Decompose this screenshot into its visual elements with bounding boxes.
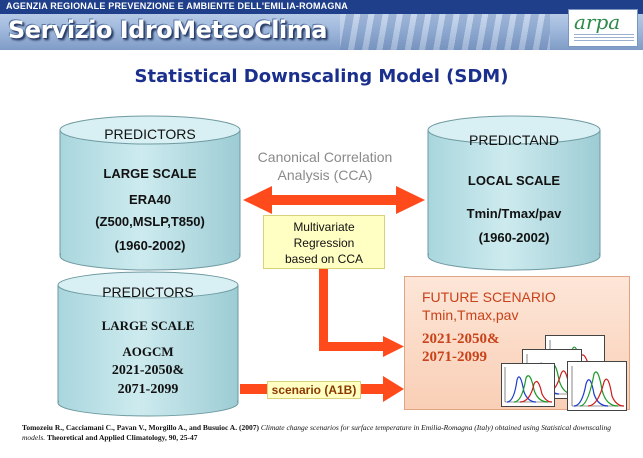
arpa-logo-text: arpa: [574, 10, 621, 34]
predictand-header: PREDICTAND: [469, 132, 559, 148]
banner-decoration: [340, 14, 550, 50]
arpa-logo-subtext: [574, 34, 634, 43]
cca-double-arrow: [243, 186, 425, 214]
mini-chart-3: [567, 361, 627, 411]
predictors-bottom-dataset: AOGCM: [122, 344, 174, 359]
regression-line1: Multivariate: [293, 220, 355, 234]
arpa-logo: arpa: [568, 9, 638, 47]
scenario-label: scenario (A1B): [267, 381, 361, 399]
predictors-bottom-period1: 2021-2050&: [111, 363, 185, 378]
mini-chart-4: [501, 363, 555, 407]
agency-name: AGENZIA REGIONALE PREVENZIONE E AMBIENTE…: [6, 1, 348, 11]
predictors-bottom-cylinder: [57, 271, 239, 417]
page-title: Statistical Downscaling Model (SDM): [134, 66, 509, 87]
predictors-bottom-period2: 2071-2099: [117, 382, 179, 397]
header-banner: AGENZIA REGIONALE PREVENZIONE E AMBIENTE…: [0, 0, 643, 50]
predictand-variables: Tmin/Tmax/pav: [466, 206, 562, 221]
regression-box: Multivariate Regression based on CCA: [263, 215, 385, 269]
predictors-bottom: PREDICTORS LARGE SCALE AOGCM 2021-2050& …: [58, 274, 238, 414]
regression-line3: based on CCA: [284, 252, 364, 266]
citation: Tomozeiu R., Cacciamani C., Pavan V., Mo…: [22, 423, 622, 443]
future-scenario-period2: 2071-2099: [422, 349, 487, 365]
predictors-top-period: (1960-2002): [114, 238, 186, 253]
future-scenario-period1: 2021-2050&: [422, 331, 500, 347]
agency-strip: [0, 0, 643, 14]
service-name: Servizio IdroMeteoClima: [8, 16, 327, 44]
cca-line1: Canonical Correlation: [257, 149, 393, 165]
predictors-bottom-header: PREDICTORS: [102, 284, 194, 300]
predictors-top-variables: (Z500,MSLP,T850): [95, 214, 205, 229]
citation-authors: Tomozeiu R., Cacciamani C., Pavan V., Mo…: [22, 423, 259, 432]
predictand-cylinder: [427, 115, 601, 271]
predictors-top-dataset: ERA40: [129, 192, 171, 207]
predictand-scale: LOCAL SCALE: [467, 173, 561, 188]
future-scenario-vars: Tmin,Tmax,pav: [422, 307, 519, 323]
cca-line2: Analysis (CCA): [277, 167, 373, 183]
cca-label: Canonical Correlation Analysis (CCA): [248, 148, 402, 184]
predictors-top-scale: LARGE SCALE: [103, 166, 197, 181]
predictand-period: (1960-2002): [478, 230, 550, 245]
future-scenario-box: FUTURE SCENARIO Tmin,Tmax,pav 2021-2050&…: [404, 276, 630, 411]
predictors-top-header: PREDICTORS: [104, 126, 196, 142]
predictors-top-cylinder: [59, 115, 241, 271]
predictors-bottom-scale: LARGE SCALE: [101, 318, 195, 333]
predictand: PREDICTAND LOCAL SCALE Tmin/Tmax/pav (19…: [428, 118, 600, 268]
citation-title: Climate change scenarios for surface tem…: [22, 423, 611, 442]
future-scenario-title: FUTURE SCENARIO: [422, 289, 556, 305]
predictors-top: PREDICTORS LARGE SCALE ERA40 (Z500,MSLP,…: [60, 118, 240, 268]
regression-arrow: [319, 268, 404, 357]
regression-line2: Regression: [293, 236, 355, 250]
citation-journal: Theoretical and Applied Climatology, 90,…: [47, 433, 198, 442]
